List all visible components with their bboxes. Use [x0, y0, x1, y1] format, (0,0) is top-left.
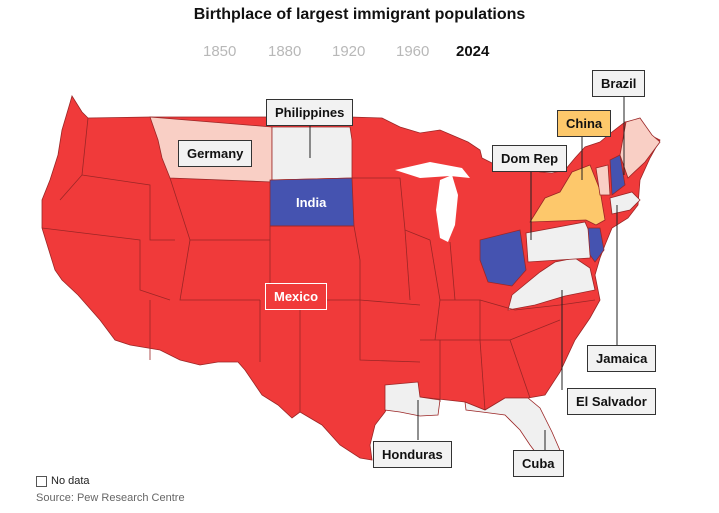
state-new-york — [529, 164, 606, 226]
label-el-salvador: El Salvador — [567, 388, 656, 415]
state-vermont — [595, 164, 611, 196]
leader-lines — [309, 96, 625, 450]
source-note: Source: Pew Research Centre — [36, 492, 185, 504]
year-1920-tab[interactable]: 1920 — [332, 43, 366, 60]
state-ohio — [479, 229, 527, 287]
state-new-jersey — [587, 227, 605, 263]
state-new-hampshire — [609, 154, 626, 196]
state-maine — [619, 117, 661, 179]
legend-no-data-label: No data — [51, 475, 90, 487]
legend-no-data: No data — [36, 475, 90, 487]
label-honduras: Honduras — [373, 441, 452, 468]
state-north-dakota — [271, 126, 353, 181]
state-virginia — [507, 257, 596, 311]
label-philippines: Philippines — [266, 99, 354, 126]
year-1880-tab[interactable]: 1880 — [268, 43, 302, 60]
year-1960-tab[interactable]: 1960 — [396, 43, 430, 60]
label-brazil: Brazil — [592, 70, 646, 97]
chart-title: Birthplace of largest immigrant populati… — [193, 6, 526, 23]
no-data-swatch-icon — [36, 475, 47, 487]
label-mexico: Mexico — [265, 283, 328, 310]
state-region-mexico — [41, 95, 661, 461]
year-2024-tab[interactable]: 2024 — [456, 43, 490, 60]
label-china: China — [557, 110, 612, 137]
year-1850-tab[interactable]: 1850 — [203, 43, 237, 60]
label-jamaica: Jamaica — [587, 345, 657, 372]
state-louisiana — [384, 381, 441, 417]
label-cuba: Cuba — [513, 450, 564, 477]
label-germany: Germany — [178, 140, 253, 167]
label-dom-rep: Dom Rep — [492, 145, 568, 172]
label-india: India — [296, 195, 327, 210]
state-borders — [41, 117, 596, 412]
